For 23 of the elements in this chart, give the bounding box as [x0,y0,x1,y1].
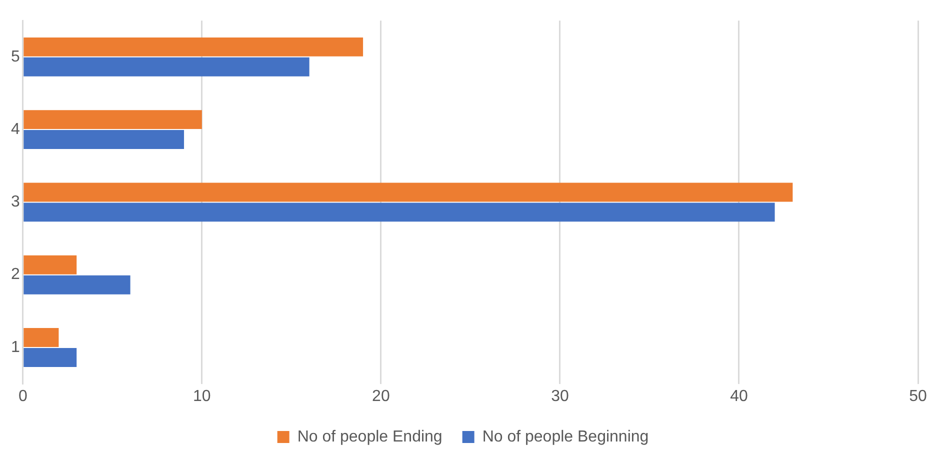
bar [24,328,59,347]
y-tick-label: 4 [10,120,20,138]
legend-label: No of people Beginning [482,428,649,446]
y-tick-label: 5 [10,48,20,66]
bar [24,255,77,274]
x-tick-label: 0 [18,388,28,405]
y-tick-label: 1 [10,338,20,356]
bar [24,57,310,76]
bar [24,275,130,294]
bar [24,130,184,150]
bar [24,182,793,202]
x-tick-label: 30 [551,388,569,405]
x-tick-label: 20 [372,388,390,405]
x-tick-label: 10 [193,388,211,405]
x-tick-label: 50 [909,388,927,405]
bar [24,110,202,130]
bar [24,37,364,56]
x-tick-label: 40 [730,388,748,405]
bar [24,202,775,222]
legend-label: No of people Ending [297,428,442,446]
bar [24,348,77,367]
y-tick-label: 3 [10,194,20,211]
y-tick-label: 2 [10,266,20,284]
